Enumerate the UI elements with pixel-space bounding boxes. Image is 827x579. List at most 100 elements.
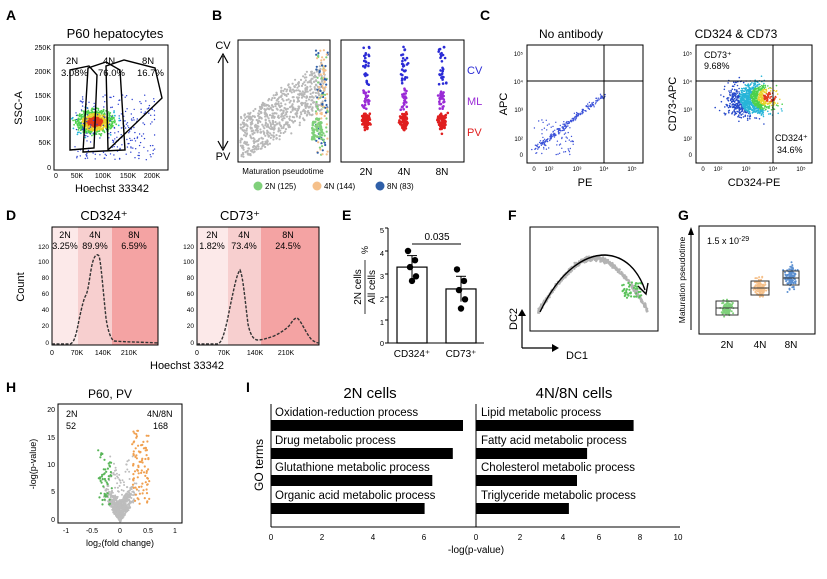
cell-dot (297, 100, 301, 103)
flow-event (114, 158, 116, 160)
cell-dot (249, 149, 252, 152)
cell-dot (302, 117, 305, 120)
cv-cell (403, 77, 407, 81)
cell-dot (607, 260, 610, 263)
cell-dot (627, 294, 630, 297)
flow-event (80, 113, 83, 116)
flow-event (741, 95, 744, 98)
cell-dot (300, 113, 303, 116)
flow-event (139, 101, 141, 103)
flow-event (754, 104, 756, 106)
flow-event (747, 83, 750, 85)
d-right-8n-pct: 24.5% (275, 241, 301, 251)
cell-dot (287, 83, 290, 86)
cell-dot (319, 148, 322, 151)
flow-event (550, 133, 552, 135)
cv-cell (364, 60, 367, 63)
flow-event (89, 117, 92, 120)
cell-dot (302, 75, 305, 78)
e-yticks: 5 4 3 2 1 0 (380, 226, 384, 348)
flow-event (746, 84, 748, 87)
cell-dot (314, 91, 318, 94)
cell-dot (269, 124, 272, 128)
flow-event (128, 132, 130, 134)
cell-dot (244, 142, 247, 145)
xtick: 210K (278, 350, 295, 357)
legend-4n-label: 4N (144) (324, 182, 355, 191)
panel-letter-i: I (246, 379, 250, 395)
cell-dot (318, 146, 321, 149)
flow-event (86, 132, 88, 134)
xtick: 10⁴ (599, 166, 609, 173)
flow-event (89, 119, 91, 121)
cell-dot (322, 72, 325, 76)
flow-event (736, 104, 739, 106)
flow-event (111, 122, 114, 125)
flow-event (588, 105, 590, 107)
flow-event (140, 111, 142, 113)
flow-event (132, 117, 135, 119)
cell-dot (622, 283, 625, 286)
flow-event (109, 115, 111, 117)
g-pvalue-base: 1.5 x 10 (707, 236, 739, 246)
flow-event (538, 146, 540, 148)
flow-event (109, 153, 112, 155)
cell-dot (297, 105, 300, 108)
pv-cell (446, 111, 450, 115)
flow-event (591, 102, 593, 104)
flow-event (130, 113, 132, 115)
cell-dot (297, 89, 300, 92)
b-xtick-2n: 2N (360, 167, 373, 178)
flow-event (562, 127, 565, 129)
flow-event (730, 89, 732, 92)
flow-event (747, 101, 750, 103)
b-xtick-8n: 8N (436, 167, 449, 178)
flow-event (138, 144, 141, 147)
cell-dot (258, 113, 261, 116)
flow-event (767, 85, 769, 87)
cell-dot (303, 76, 306, 79)
cell-dot (630, 281, 634, 284)
ml-cell (365, 99, 369, 102)
ml-cell (405, 105, 409, 109)
cell-dot (262, 102, 265, 105)
flow-event (749, 92, 751, 94)
cell-dot (320, 94, 323, 97)
cell-dot (325, 53, 328, 56)
flow-event (581, 112, 583, 115)
flow-event (562, 123, 564, 125)
cell-dot (318, 135, 322, 138)
flow-event (559, 143, 562, 145)
flow-event (733, 88, 736, 91)
cell-dot (307, 109, 310, 113)
flow-event (753, 108, 756, 110)
pv-cell (403, 123, 406, 127)
flow-event (738, 120, 740, 123)
flow-event (587, 106, 589, 108)
e-replicate-point (408, 277, 416, 285)
flow-event (93, 102, 95, 105)
flow-event (756, 103, 759, 105)
cell-dot (255, 126, 259, 130)
flow-event (133, 108, 135, 111)
ytick: 1 (380, 318, 384, 327)
flow-event (108, 116, 111, 119)
flow-event (100, 110, 103, 112)
flow-event (591, 103, 594, 106)
flow-event (753, 106, 755, 108)
b-strip-scatter (360, 45, 450, 136)
flow-event (543, 143, 545, 145)
flow-event (116, 146, 119, 148)
flow-event (128, 130, 131, 132)
cv-cell (367, 64, 370, 68)
flow-event (104, 94, 106, 96)
cell-dot (325, 126, 328, 129)
ytick: 50K (39, 140, 52, 147)
gate-2n-pct: 3.08% (61, 68, 88, 79)
xtick: 70K (218, 350, 231, 357)
cell-dot (266, 143, 269, 146)
cell-dot (239, 144, 242, 147)
cv-cell (363, 54, 366, 58)
g-cell-dot (793, 288, 796, 291)
flow-event (74, 119, 76, 122)
